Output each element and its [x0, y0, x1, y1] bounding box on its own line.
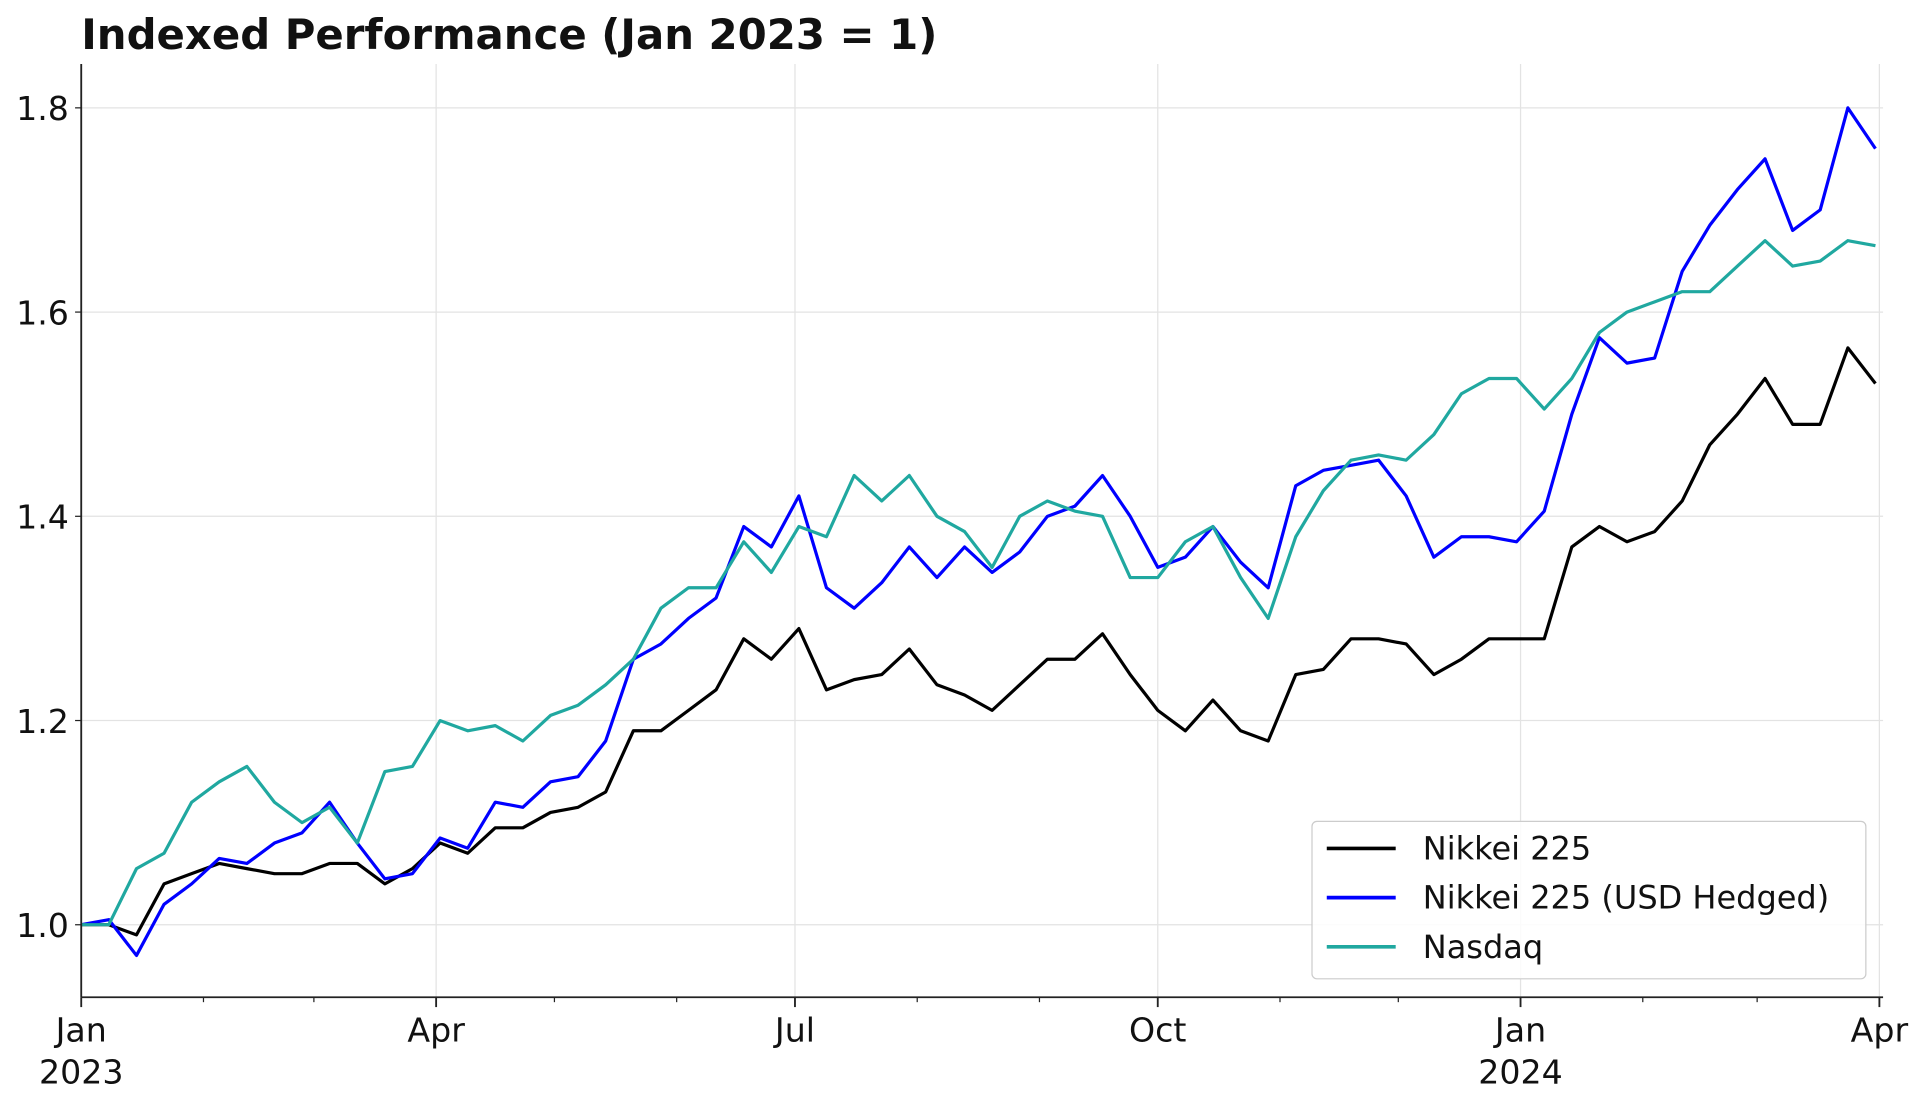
series-line-nikkei-225-usd-hedged — [80, 106, 1877, 958]
chart-title: Indexed Performance (Jan 2023 = 1) — [81, 10, 937, 59]
y-tick-label: 1.4 — [16, 498, 69, 537]
legend-label: Nikkei 225 — [1423, 830, 1591, 868]
y-tick-labels: 1.0 1.2 1.4 1.6 1.8 — [16, 89, 82, 945]
y-tick-label: 1.2 — [16, 702, 69, 741]
series-line-nikkei-225 — [81, 346, 1877, 937]
y-tick-label: 1.8 — [16, 89, 69, 128]
legend-label: Nasdaq — [1423, 928, 1543, 966]
x-tick-label: Jan — [54, 1011, 107, 1050]
series-lines — [80, 106, 1877, 958]
legend-label: Nikkei 225 (USD Hedged) — [1423, 879, 1829, 917]
x-tick-label: Apr — [1851, 1011, 1909, 1050]
y-tick-label: 1.6 — [16, 293, 69, 332]
x-tick-label: Oct — [1129, 1011, 1186, 1050]
x-tick-label: Jul — [773, 1011, 815, 1050]
x-tick-year-label: 2024 — [1478, 1052, 1563, 1091]
x-tick-label: Apr — [407, 1011, 465, 1050]
series-line-nasdaq — [81, 239, 1876, 927]
legend: Nikkei 225 Nikkei 225 (USD Hedged) Nasdaq — [1311, 820, 1867, 980]
legend-box — [1311, 820, 1867, 980]
axes — [80, 63, 1884, 999]
x-tick-label: Jan — [1493, 1011, 1546, 1050]
y-tick-label: 1.0 — [16, 906, 69, 945]
x-tick-year-label: 2023 — [39, 1052, 124, 1091]
